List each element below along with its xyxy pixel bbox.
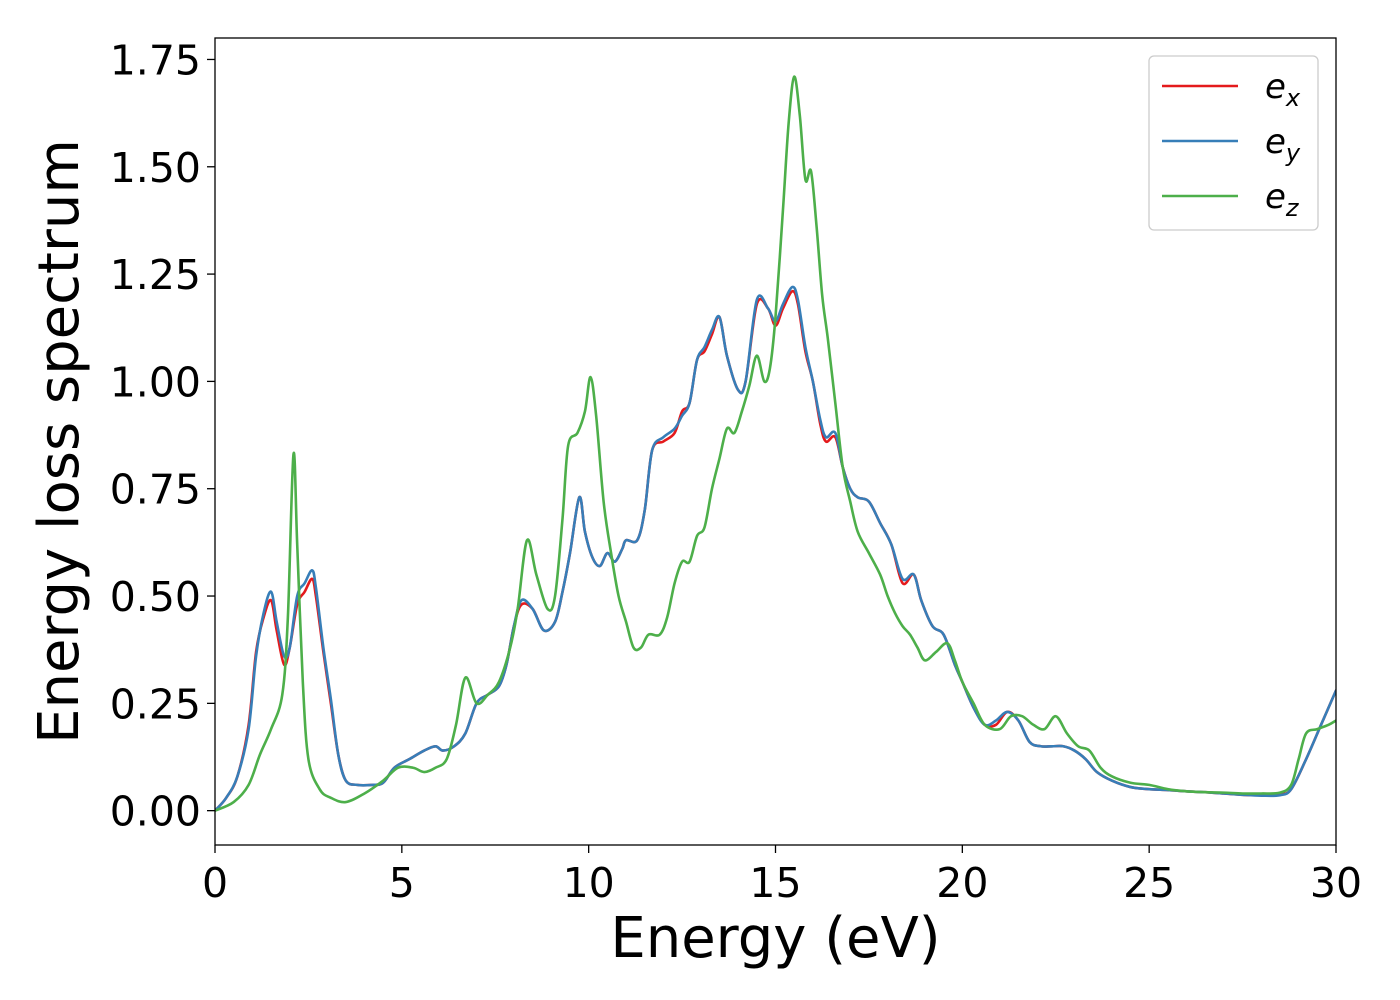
x-tick-label: 30 <box>1310 859 1362 907</box>
y-tick-label: 0.75 <box>110 466 201 514</box>
legend-label-subscript: x <box>1285 84 1301 112</box>
series-line-y <box>215 285 1336 812</box>
x-tick-label: 20 <box>936 859 988 907</box>
x-axis-label: Energy (eV) <box>610 906 940 971</box>
x-tick-label: 25 <box>1123 859 1175 907</box>
y-tick-label: 1.50 <box>110 144 201 192</box>
legend-entry-z: ez <box>1265 177 1300 222</box>
x-tick-label: 15 <box>749 859 801 907</box>
legend-label-subscript: z <box>1285 194 1300 222</box>
y-tick-label: 0.00 <box>110 788 201 836</box>
y-tick-label: 1.75 <box>110 36 201 84</box>
y-tick-label: 0.50 <box>110 573 201 621</box>
y-tick-label: 0.25 <box>110 680 201 728</box>
y-tick-label: 1.25 <box>110 251 201 299</box>
legend-label-subscript: y <box>1285 139 1301 167</box>
y-axis-label: Energy loss spectrum <box>27 139 92 744</box>
legend-entry-x: ex <box>1265 67 1301 112</box>
y-axis: 0.00 0.25 0.50 0.75 1.00 1.25 1.50 1.75 <box>110 36 215 836</box>
x-axis: 0 5 10 15 20 25 30 <box>202 845 1362 907</box>
legend-label-base: e <box>1265 67 1286 107</box>
x-tick-label: 0 <box>202 859 228 907</box>
legend-entry-y: ey <box>1265 122 1301 167</box>
legend-box <box>1148 55 1319 231</box>
series-line-z <box>215 75 1336 812</box>
legend-label-base: e <box>1265 177 1286 217</box>
y-tick-label: 1.00 <box>110 358 201 406</box>
series-line-x <box>215 289 1336 812</box>
x-tick-label: 5 <box>389 859 415 907</box>
series-layer <box>215 75 1336 812</box>
legend-label-base: e <box>1265 122 1286 162</box>
x-tick-label: 10 <box>563 859 615 907</box>
